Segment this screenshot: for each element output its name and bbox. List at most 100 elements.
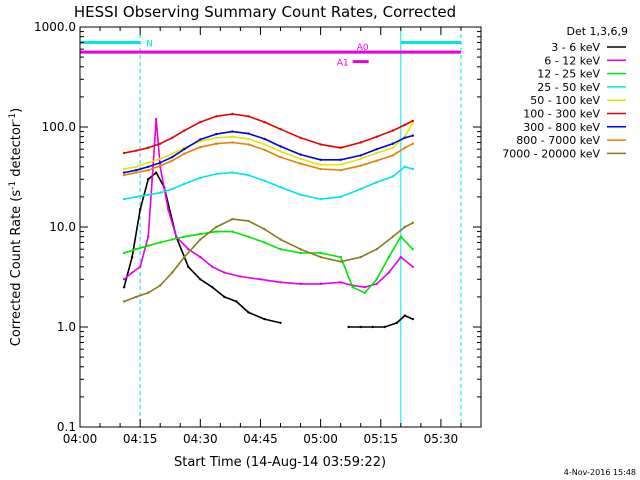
series-point (299, 282, 302, 286)
series-point (134, 171, 138, 174)
series-point (215, 132, 218, 136)
series-point (399, 235, 402, 238)
series-point (359, 164, 362, 167)
series-point (167, 208, 170, 211)
series-point (375, 247, 378, 251)
series-point (263, 179, 266, 182)
y-axis: 0.1 1.0 10.0 100.0 1000.0 (34, 20, 481, 434)
series-point (171, 136, 174, 139)
series-point (263, 148, 266, 152)
series-point (211, 286, 214, 289)
series-line (123, 166, 414, 200)
series-point (279, 321, 282, 325)
x-tick-label: 05:15 (363, 432, 398, 446)
series-point (411, 142, 415, 145)
series-point (146, 146, 150, 149)
series-point (183, 147, 186, 151)
series-point (347, 325, 350, 329)
series-point (159, 142, 162, 145)
series-point (319, 143, 322, 146)
series-point (154, 171, 158, 174)
series-point (299, 136, 302, 139)
series-point (375, 151, 378, 155)
series-point (411, 247, 415, 251)
series-point (199, 238, 202, 241)
series-point (387, 255, 390, 259)
y-tick-label: 10.0 (49, 220, 76, 234)
series-point (339, 281, 342, 284)
series-point (319, 251, 322, 255)
series-point (235, 300, 238, 303)
series-point (138, 265, 142, 268)
series-point (319, 167, 322, 171)
series-point (215, 230, 218, 233)
series-point (199, 176, 202, 180)
series-point (183, 182, 186, 186)
series-point (134, 165, 138, 168)
series-point (146, 178, 150, 181)
series-point (247, 173, 250, 177)
x-axis: 04:00 04:15 04:30 04:45 05:00 05:15 05:30 (63, 27, 482, 446)
series-point (159, 161, 162, 164)
series-point (359, 157, 362, 161)
series-point (146, 235, 150, 238)
series-point (171, 155, 174, 159)
series-point (375, 159, 378, 162)
series-point (403, 165, 407, 168)
series-point (403, 123, 407, 127)
legend-label: 12 - 25 keV (537, 68, 600, 81)
series-point (391, 154, 394, 157)
series-point (351, 286, 354, 289)
x-tick-label: 04:15 (123, 432, 158, 446)
series-point (319, 158, 322, 161)
series-point (391, 235, 394, 238)
series-point (391, 129, 394, 132)
series-point (150, 178, 154, 181)
state-bar-label: N (146, 39, 153, 49)
series-point (411, 265, 415, 268)
series-point (231, 217, 234, 221)
series-point (299, 251, 302, 255)
series-point (223, 295, 226, 299)
series-point (247, 219, 250, 223)
y-axis-label: Corrected Count Rate (s-1 detector-1) (8, 108, 24, 346)
series-point (171, 187, 174, 191)
y-tick-label: 1.0 (57, 320, 76, 334)
series-point (215, 115, 218, 118)
series-point (403, 314, 407, 317)
series-point (231, 230, 234, 233)
legend-label: 3 - 6 keV (551, 41, 600, 54)
legend-label: 6 - 12 keV (544, 54, 600, 67)
legend-label: 100 - 300 keV (523, 108, 600, 121)
series-point (375, 278, 378, 281)
series-point (371, 325, 374, 329)
series-point (279, 238, 282, 241)
series-point (411, 317, 415, 321)
series-point (263, 120, 266, 124)
series-point (183, 152, 186, 155)
series-point (122, 197, 126, 201)
series-point (279, 155, 282, 159)
series-point (215, 172, 218, 176)
series-point (134, 247, 138, 251)
series-point (363, 291, 366, 294)
x-tick-label: 04:30 (183, 432, 218, 446)
series-point (391, 175, 394, 178)
series-point (247, 115, 250, 118)
series-point (146, 291, 150, 294)
y-tick-label: 100.0 (42, 120, 76, 134)
series-point (279, 145, 282, 148)
series-point (239, 275, 242, 278)
series-line (123, 113, 414, 154)
series-point (339, 158, 342, 161)
series-point (411, 221, 415, 225)
series-point (171, 159, 174, 162)
series-point (395, 321, 398, 325)
series-point (339, 260, 342, 263)
series-point (399, 255, 402, 259)
series-point (363, 286, 366, 289)
series-line (123, 141, 414, 176)
y-axis-label-end: ) (9, 108, 24, 113)
